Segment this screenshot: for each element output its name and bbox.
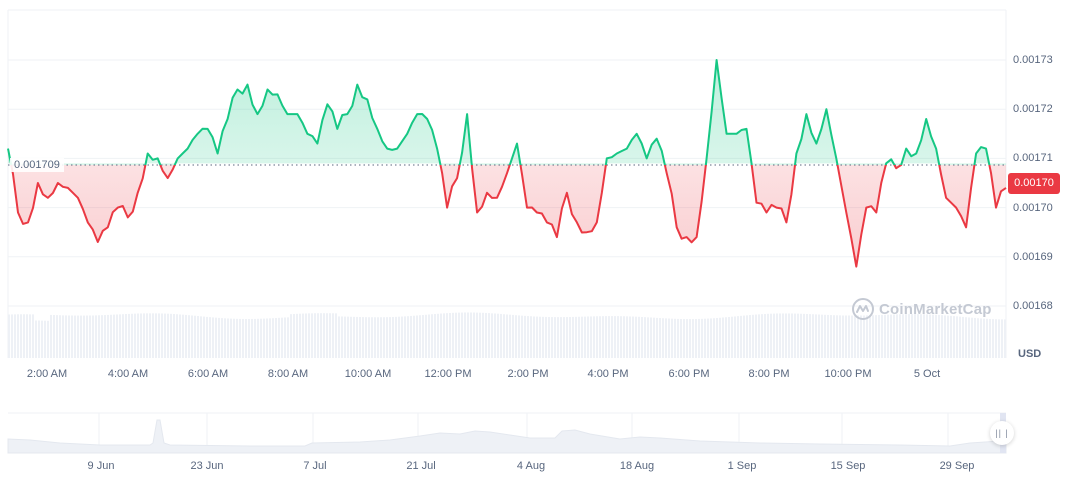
price-line <box>7 59 1007 268</box>
navigator-tick-label: 18 Aug <box>619 460 655 472</box>
coinmarketcap-logo-icon <box>852 298 874 320</box>
volume-bars <box>8 312 1006 358</box>
navigator-tick-label: 21 Jul <box>406 460 436 472</box>
x-tick-label: 8:00 PM <box>748 368 790 380</box>
navigator-chart[interactable] <box>7 412 1007 454</box>
coinmarketcap-watermark: CoinMarketCap <box>852 298 992 320</box>
navigator-tick-label: 7 Jul <box>303 460 327 472</box>
y-tick-label: 0.00169 <box>1013 250 1053 263</box>
price-area <box>8 60 1006 267</box>
y-tick-label: 0.00171 <box>1013 152 1053 165</box>
navigator-tick-label: 9 Jun <box>87 460 115 472</box>
navigator-tick-label: 1 Sep <box>727 460 757 472</box>
x-tick-label: 4:00 AM <box>107 368 149 380</box>
y-tick-label: 0.00173 <box>1013 54 1053 66</box>
navigator-tick-label: 23 Jun <box>190 460 224 472</box>
x-tick-label: 8:00 AM <box>267 368 309 380</box>
x-tick-label: 10:00 AM <box>344 368 392 380</box>
watermark-text: CoinMarketCap <box>879 300 992 318</box>
navigator-grip-handle-icon[interactable]: || | <box>990 421 1014 445</box>
x-tick-label: 2:00 PM <box>507 368 549 380</box>
navigator-tick-label: 29 Sep <box>939 460 975 472</box>
x-tick-label: 10:00 PM <box>824 368 872 380</box>
y-tick-label: 0.00170 <box>1013 201 1053 214</box>
x-tick-label: 6:00 AM <box>187 368 229 380</box>
grid-lines <box>7 9 1007 358</box>
baseline-label: 0.001709 <box>10 158 64 172</box>
x-tick-label: 12:00 PM <box>424 368 472 380</box>
currency-label: USD <box>1018 348 1042 360</box>
x-tick-label: 4:00 PM <box>587 368 629 380</box>
x-tick-label: 6:00 PM <box>668 368 710 380</box>
y-tick-label: 0.00168 <box>1013 300 1053 312</box>
x-tick-label: 5 Oct <box>913 368 941 380</box>
navigator-tick-label: 4 Aug <box>516 460 546 472</box>
navigator-tick-label: 15 Sep <box>830 460 866 472</box>
x-tick-label: 2:00 AM <box>26 368 68 380</box>
current-price-badge: 0.00170 <box>1008 173 1060 194</box>
y-tick-label: 0.00172 <box>1013 103 1053 116</box>
